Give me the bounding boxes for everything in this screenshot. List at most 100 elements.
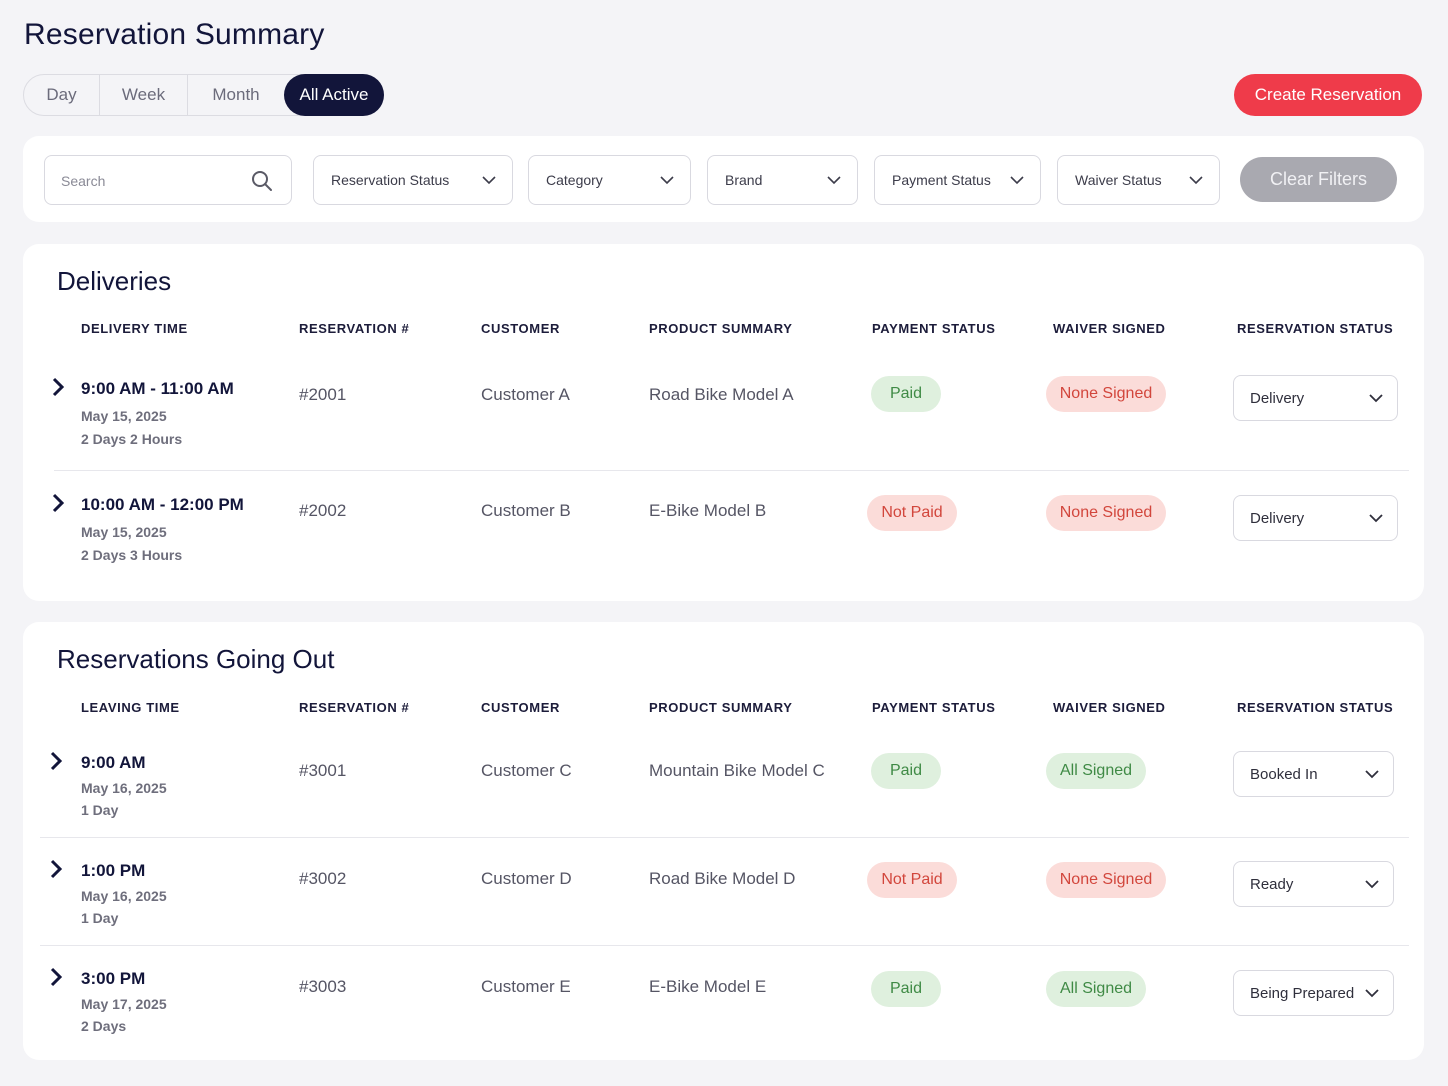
chevron-right-icon[interactable] xyxy=(49,859,63,884)
column-header: RESERVATION # xyxy=(299,700,410,715)
duration: 2 Days xyxy=(81,1018,127,1034)
reservation-number: #2001 xyxy=(299,385,347,404)
customer-name: Customer C xyxy=(481,761,572,780)
chevron-right-icon[interactable] xyxy=(49,751,63,776)
chevron-down-icon xyxy=(1189,172,1203,188)
table-row[interactable]: 10:00 AM - 12:00 PM May 15, 2025 2 Days … xyxy=(23,486,1424,586)
section-title: Deliveries xyxy=(57,266,172,296)
chevron-down-icon xyxy=(1369,510,1383,527)
leaving-date: May 17, 2025 xyxy=(81,996,167,1012)
column-header: PAYMENT STATUS xyxy=(872,321,996,336)
waiver-status-badge: None Signed xyxy=(1046,862,1166,898)
column-header: RESERVATION STATUS xyxy=(1237,321,1394,336)
column-header: PRODUCT SUMMARY xyxy=(649,321,793,336)
column-header: WAIVER SIGNED xyxy=(1053,700,1166,715)
chevron-right-icon[interactable] xyxy=(49,967,63,992)
customer-name: Customer E xyxy=(481,977,571,996)
search-box xyxy=(44,155,292,205)
reservation-status-select[interactable]: Ready xyxy=(1233,861,1394,907)
tab-all-active[interactable]: All Active xyxy=(284,74,384,116)
duration: 1 Day xyxy=(81,802,119,818)
reservation-number: #3003 xyxy=(299,977,347,996)
table-row[interactable]: 9:00 AM - 11:00 AM May 15, 2025 2 Days 2… xyxy=(23,370,1424,470)
filter-label: Brand xyxy=(725,172,763,188)
waiver-status-badge: All Signed xyxy=(1046,971,1146,1007)
duration: 2 Days 2 Hours xyxy=(81,431,183,447)
select-value: Delivery xyxy=(1250,389,1305,407)
select-value: Being Prepared xyxy=(1250,984,1355,1002)
product-summary: Road Bike Model A xyxy=(649,385,794,404)
create-reservation-button[interactable]: Create Reservation xyxy=(1234,74,1422,116)
payment-status-badge: Paid xyxy=(871,753,941,789)
customer-name: Customer B xyxy=(481,501,571,520)
page-title: Reservation Summary xyxy=(24,18,325,51)
chevron-down-icon xyxy=(660,172,674,188)
payment-status-badge: Not Paid xyxy=(867,862,957,898)
tab-day[interactable]: Day xyxy=(24,75,100,115)
product-summary: E-Bike Model E xyxy=(649,977,767,996)
chevron-down-icon xyxy=(1369,390,1383,407)
column-header: WAIVER SIGNED xyxy=(1053,321,1166,336)
view-tabs: Day Week Month All Active xyxy=(23,74,384,116)
filter-label: Category xyxy=(546,172,603,188)
table-row[interactable]: 1:00 PM May 16, 2025 1 Day #3002 Custome… xyxy=(23,858,1424,944)
column-header: CUSTOMER xyxy=(481,321,560,336)
column-header: RESERVATION STATUS xyxy=(1237,700,1394,715)
reservation-number: #2002 xyxy=(299,501,347,520)
reservation-status-select[interactable]: Delivery xyxy=(1233,375,1398,421)
tab-week[interactable]: Week xyxy=(100,75,188,115)
leaving-time: 1:00 PM xyxy=(81,861,146,880)
tab-month[interactable]: Month xyxy=(212,85,260,104)
reservations-going-out-section: Reservations Going Out LEAVING TIME RESE… xyxy=(23,622,1424,1060)
row-divider xyxy=(40,837,1409,838)
customer-name: Customer D xyxy=(481,869,572,888)
chevron-down-icon xyxy=(1365,985,1379,1002)
delivery-date: May 15, 2025 xyxy=(81,524,167,540)
search-input[interactable] xyxy=(61,170,241,192)
column-header: PRODUCT SUMMARY xyxy=(649,700,793,715)
delivery-time: 9:00 AM - 11:00 AM xyxy=(81,379,234,398)
chevron-down-icon xyxy=(827,172,841,188)
product-summary: Road Bike Model D xyxy=(649,869,796,888)
row-divider xyxy=(54,470,1409,471)
reservation-number: #3001 xyxy=(299,761,347,780)
chevron-right-icon[interactable] xyxy=(51,377,65,402)
chevron-right-icon[interactable] xyxy=(51,493,65,518)
filter-label: Waiver Status xyxy=(1075,172,1162,188)
deliveries-section: Deliveries DELIVERY TIME RESERVATION # C… xyxy=(23,244,1424,601)
reservation-number: #3002 xyxy=(299,869,347,888)
payment-status-badge: Not Paid xyxy=(867,495,957,531)
reservation-status-select[interactable]: Delivery xyxy=(1233,495,1398,541)
column-header: DELIVERY TIME xyxy=(81,321,188,336)
waiver-status-badge: None Signed xyxy=(1046,376,1166,412)
search-icon[interactable] xyxy=(251,170,273,197)
customer-name: Customer A xyxy=(481,385,570,404)
category-filter[interactable]: Category xyxy=(528,155,691,205)
reservation-status-select[interactable]: Being Prepared xyxy=(1233,970,1394,1016)
table-row[interactable]: 3:00 PM May 17, 2025 2 Days #3003 Custom… xyxy=(23,966,1424,1052)
duration: 1 Day xyxy=(81,910,119,926)
section-title: Reservations Going Out xyxy=(57,644,335,674)
chevron-down-icon xyxy=(1365,766,1379,783)
select-value: Ready xyxy=(1250,875,1294,893)
payment-status-filter[interactable]: Payment Status xyxy=(874,155,1041,205)
leaving-time: 9:00 AM xyxy=(81,753,146,772)
leaving-date: May 16, 2025 xyxy=(81,888,167,904)
reservation-status-select[interactable]: Booked In xyxy=(1233,751,1394,797)
clear-filters-button[interactable]: Clear Filters xyxy=(1240,157,1397,202)
product-summary: Mountain Bike Model C xyxy=(649,761,825,780)
delivery-date: May 15, 2025 xyxy=(81,408,167,424)
column-header: PAYMENT STATUS xyxy=(872,700,996,715)
chevron-down-icon xyxy=(482,172,496,188)
waiver-status-filter[interactable]: Waiver Status xyxy=(1057,155,1220,205)
filter-label: Reservation Status xyxy=(331,172,450,188)
delivery-time: 10:00 AM - 12:00 PM xyxy=(81,495,244,514)
row-divider xyxy=(40,945,1409,946)
select-value: Booked In xyxy=(1250,765,1318,783)
brand-filter[interactable]: Brand xyxy=(707,155,858,205)
leaving-time: 3:00 PM xyxy=(81,969,146,988)
select-value: Delivery xyxy=(1250,509,1305,527)
waiver-status-badge: None Signed xyxy=(1046,495,1166,531)
table-row[interactable]: 9:00 AM May 16, 2025 1 Day #3001 Custome… xyxy=(23,750,1424,836)
reservation-status-filter[interactable]: Reservation Status xyxy=(313,155,513,205)
